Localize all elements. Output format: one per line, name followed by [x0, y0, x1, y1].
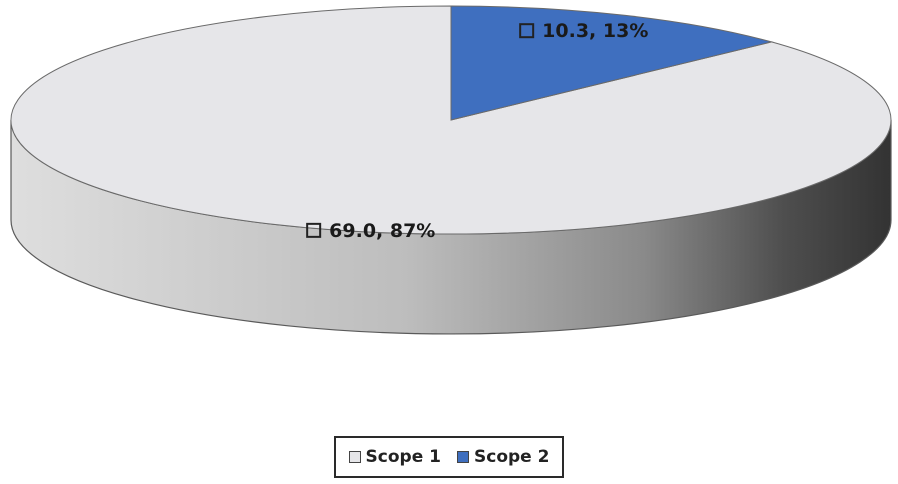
legend: Scope 1 Scope 2 [334, 436, 564, 478]
legend-item-scope-2: Scope 2 [457, 447, 549, 467]
data-label-marker-scope-2 [519, 23, 535, 39]
pie-slice-scope-2 [450, 5, 774, 121]
data-label-text-scope-1: 69.0, 87% [329, 220, 435, 242]
legend-item-scope-1: Scope 1 [348, 447, 441, 467]
data-label-text-scope-2: 10.3, 13% [542, 20, 648, 42]
legend-swatch-scope-2 [457, 451, 469, 463]
legend-swatch-scope-1 [348, 451, 361, 463]
data-label-marker-scope-1 [306, 222, 322, 238]
data-label-scope-2: 10.3, 13% [519, 20, 648, 42]
data-label-scope-1: 69.0, 87% [306, 220, 435, 242]
legend-label-scope-1: Scope 1 [365, 447, 441, 467]
legend-label-scope-2: Scope 2 [474, 447, 550, 467]
